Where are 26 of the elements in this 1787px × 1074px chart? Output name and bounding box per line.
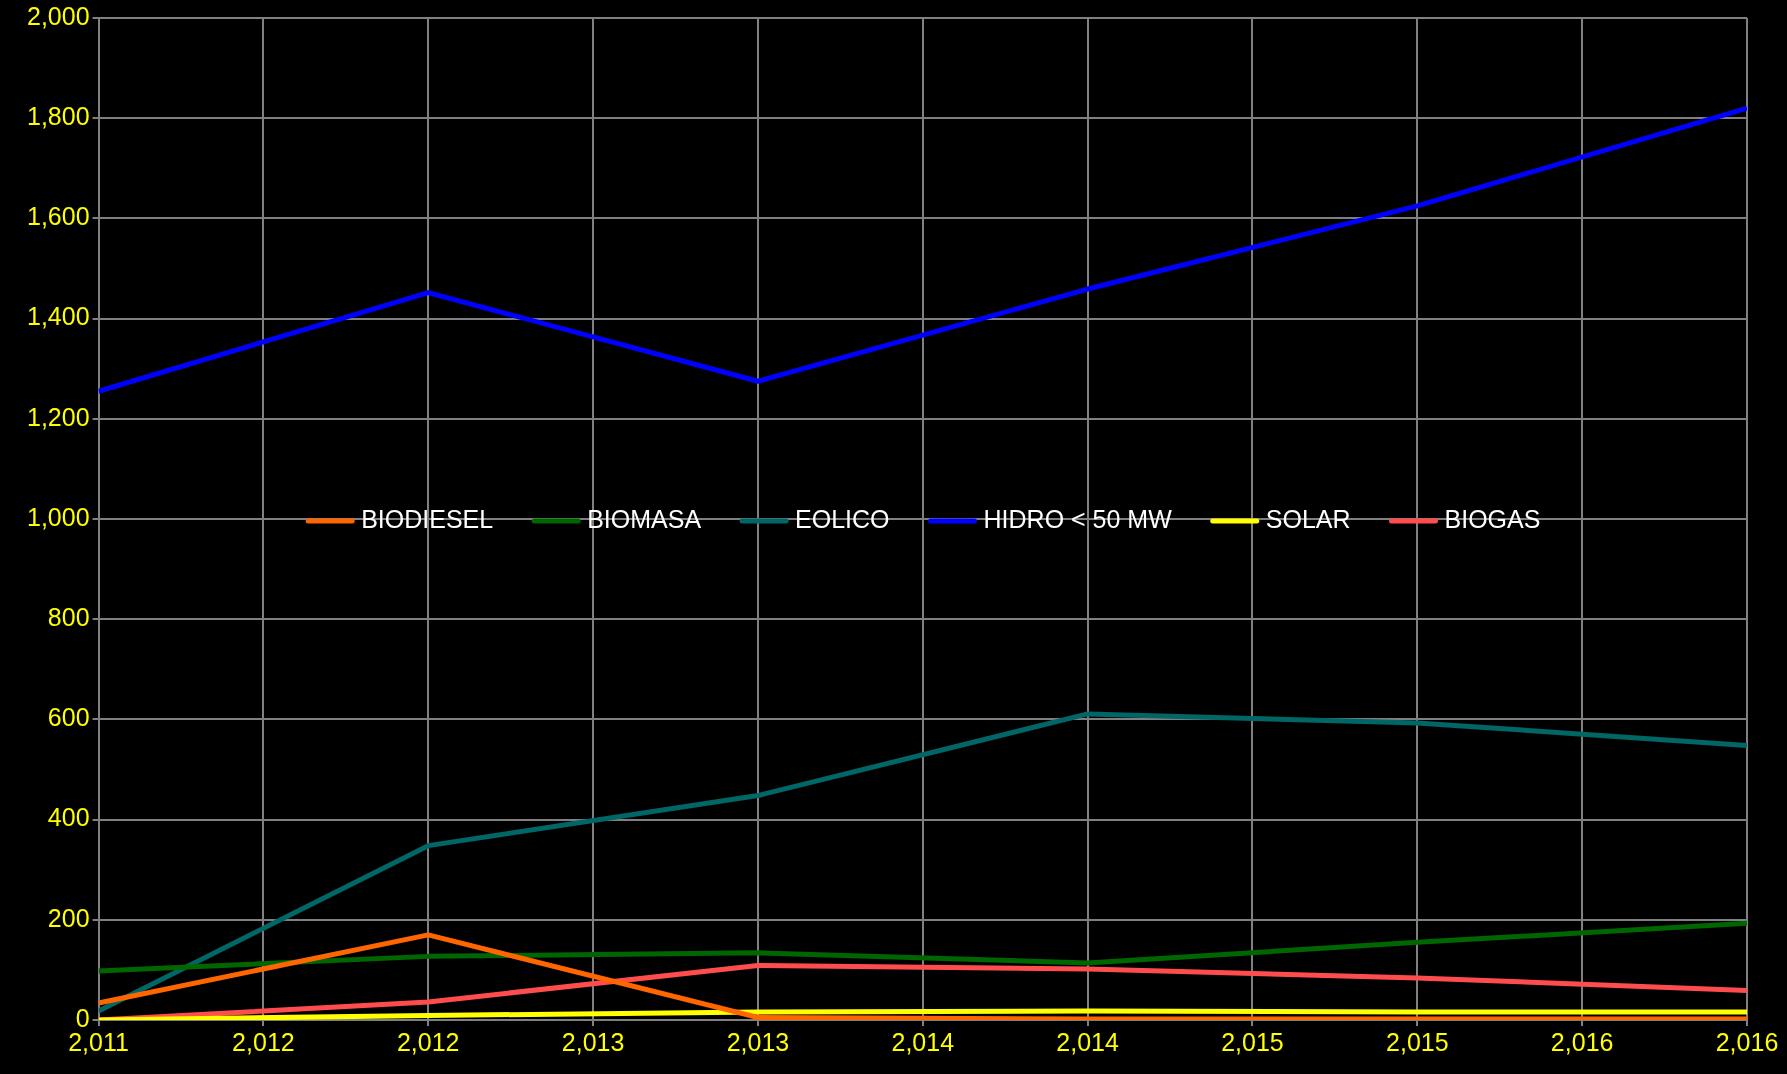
y-tick-label: 1,600 <box>27 202 90 231</box>
y-tick-label: 800 <box>47 603 90 632</box>
x-tick-label: 2,016 <box>1715 1027 1779 1056</box>
legend-label: BIODIESEL <box>361 504 494 533</box>
x-tick-label: 2,013 <box>726 1027 790 1056</box>
y-tick-label: 600 <box>47 703 90 732</box>
x-tick-label: 2,016 <box>1550 1027 1614 1056</box>
y-tick-label: 2,000 <box>27 1 90 30</box>
y-tick-label: 200 <box>47 903 90 932</box>
legend-label: HIDRO < 50 MW <box>983 504 1173 533</box>
y-tick-label: 1,400 <box>27 302 90 331</box>
y-tick-label: 1,800 <box>27 102 90 131</box>
legend-label: BIOMASA <box>587 504 702 533</box>
y-tick-label: 1,200 <box>27 402 90 431</box>
legend-label: SOLAR <box>1265 504 1351 533</box>
legend-label: EOLICO <box>795 504 890 533</box>
x-tick-label: 2,014 <box>1056 1027 1119 1056</box>
x-tick-label: 2,012 <box>396 1027 460 1056</box>
y-tick-label: 1,000 <box>27 502 90 531</box>
x-tick-label: 2,014 <box>891 1027 955 1056</box>
y-tick-label: 400 <box>47 803 90 832</box>
x-tick-label: 2,013 <box>561 1027 625 1056</box>
x-tick-label: 2,015 <box>1221 1027 1284 1056</box>
legend-label: BIOGAS <box>1444 504 1541 533</box>
x-tick-label: 2,015 <box>1386 1027 1449 1056</box>
x-tick-label: 2,012 <box>232 1027 295 1056</box>
